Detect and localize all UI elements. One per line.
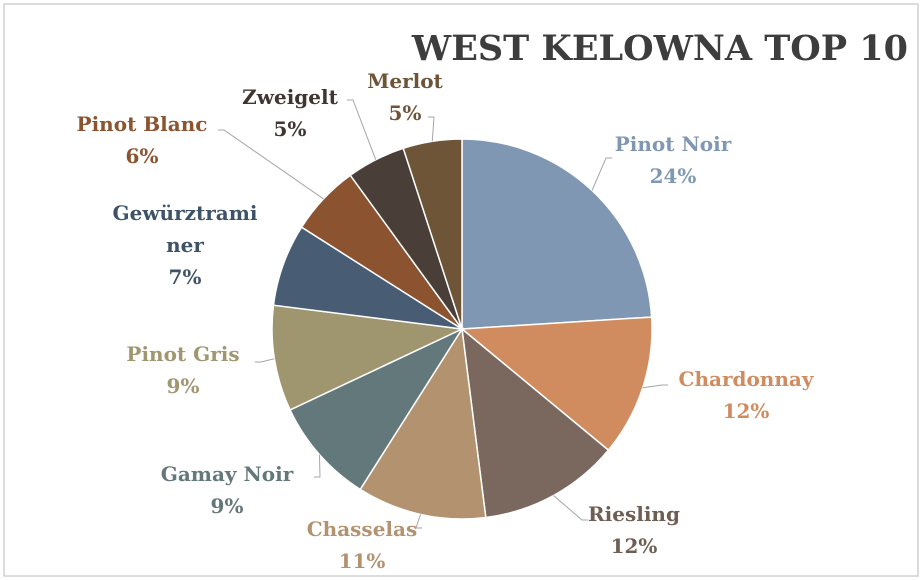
category-label: Pinot Blanc [76,112,208,136]
category-label: Gewürztraminer [112,201,258,257]
leader-line [553,495,588,521]
data-label: Chasselas 11% [307,513,417,577]
data-label: Pinot Blanc 6% [77,108,208,172]
leader-line [314,454,321,478]
data-label: Zweigelt 5% [242,81,338,145]
value-label: 24% [649,164,697,188]
value-label: 7% [168,265,202,289]
category-label: Zweigelt [242,85,338,109]
value-label: 12% [610,534,658,558]
leader-line [347,99,377,160]
leader-line [642,384,668,389]
leader-line [591,157,612,191]
pie-slice [359,326,487,520]
leader-line [218,129,324,200]
category-label: Gamay Noir [160,462,294,486]
value-label: 5% [273,117,307,141]
category-label: Pinot Gris [126,342,240,366]
value-label: 9% [210,494,244,518]
value-label: 5% [388,101,422,125]
value-label: 6% [125,144,159,168]
pie-slice [289,327,465,491]
category-label: Riesling [588,502,680,526]
leader-line [428,116,435,142]
pie-slice [460,316,653,452]
chart-border [3,3,919,577]
category-label: Merlot [367,69,443,93]
category-label: Chardonnay [678,367,814,391]
leader-line [415,514,422,529]
category-label: Pinot Noir [614,132,732,156]
data-label: Gamay Noir 9% [161,458,294,522]
chart-title: WEST KELOWNA TOP 10 [411,28,908,69]
pie-slice [461,138,653,330]
data-label: Riesling 12% [588,498,680,562]
value-label: 12% [722,399,770,423]
data-label: Gewürztraminer 7% [110,197,260,293]
category-label: Chasselas [306,517,418,541]
value-label: 11% [338,549,386,573]
pie-slice [461,327,610,519]
data-label: Pinot Noir 24% [615,128,731,192]
data-label: Chardonnay 12% [679,363,814,427]
leader-line [255,358,275,363]
value-label: 9% [166,374,200,398]
data-label: Merlot 5% [367,65,443,129]
data-label: Pinot Gris 9% [126,338,239,402]
